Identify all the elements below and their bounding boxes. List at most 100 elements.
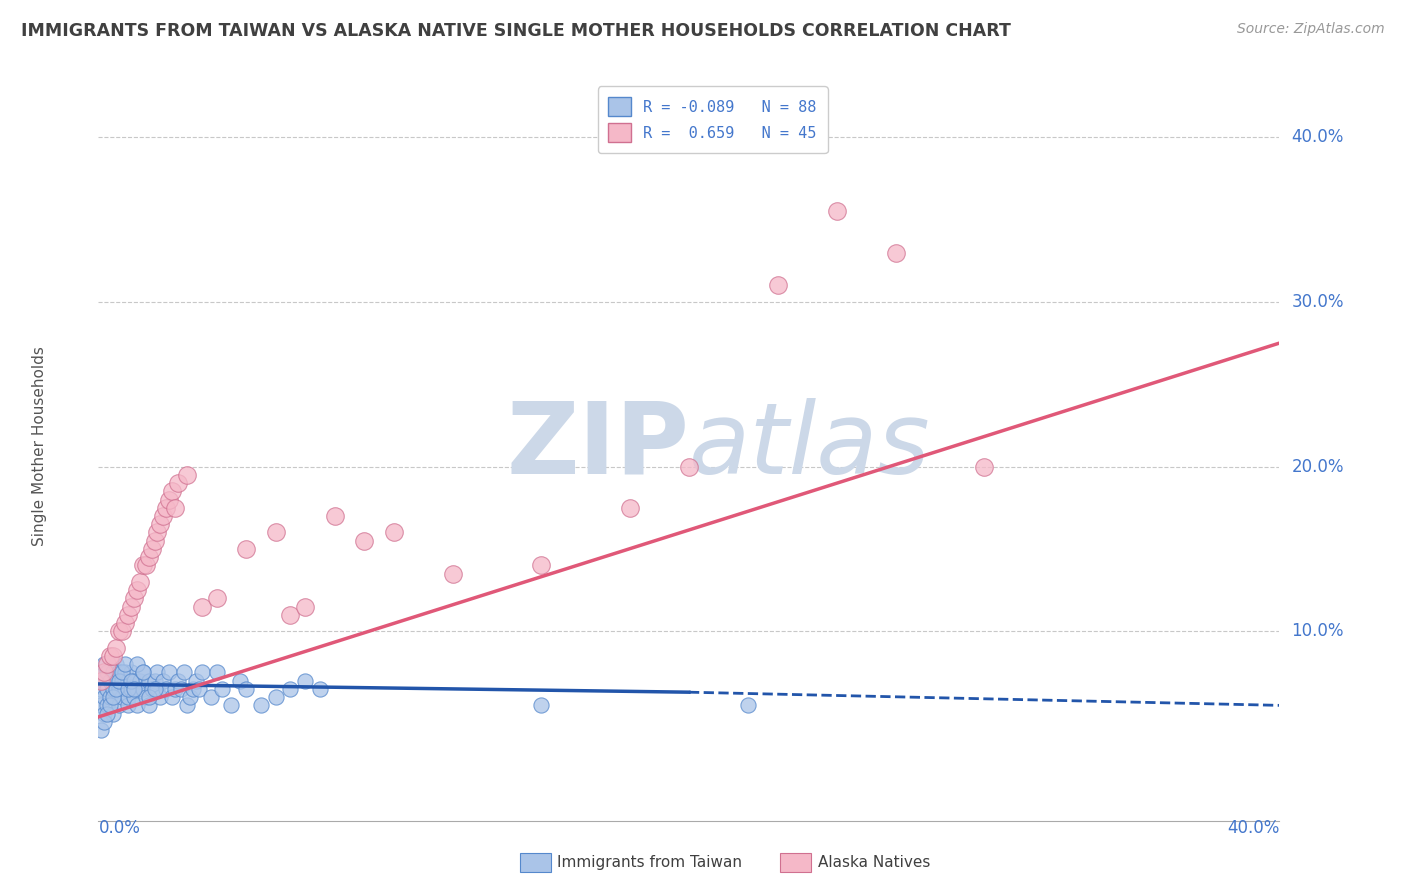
- Point: [128, 574, 150, 589]
- Point: [111, 673, 134, 688]
- Point: [96, 681, 118, 696]
- Text: atlas: atlas: [689, 398, 931, 494]
- Point: [205, 591, 228, 606]
- Point: [200, 690, 222, 705]
- Text: Immigrants from Taiwan: Immigrants from Taiwan: [557, 855, 742, 870]
- Point: [90, 723, 112, 737]
- Point: [96, 706, 118, 721]
- Point: [146, 681, 169, 696]
- Point: [93, 690, 115, 705]
- Point: [90, 673, 112, 688]
- Point: [173, 665, 195, 680]
- Point: [152, 673, 174, 688]
- Point: [143, 533, 166, 548]
- Point: [264, 525, 287, 540]
- Point: [170, 681, 193, 696]
- Text: 40.0%: 40.0%: [1227, 819, 1279, 837]
- Point: [117, 698, 139, 713]
- Point: [120, 681, 142, 696]
- Point: [184, 673, 207, 688]
- Point: [135, 690, 157, 705]
- Point: [211, 681, 233, 696]
- Point: [229, 673, 252, 688]
- Text: IMMIGRANTS FROM TAIWAN VS ALASKA NATIVE SINGLE MOTHER HOUSEHOLDS CORRELATION CHA: IMMIGRANTS FROM TAIWAN VS ALASKA NATIVE …: [21, 22, 1011, 40]
- Point: [149, 690, 172, 705]
- Point: [105, 673, 128, 688]
- Point: [167, 673, 190, 688]
- Point: [165, 500, 187, 515]
- Point: [122, 591, 145, 606]
- Point: [108, 698, 131, 713]
- Point: [157, 665, 180, 680]
- Point: [132, 558, 155, 573]
- Text: 20.0%: 20.0%: [1291, 458, 1344, 475]
- Point: [122, 673, 145, 688]
- Point: [117, 607, 139, 622]
- Point: [103, 706, 125, 721]
- Point: [132, 665, 155, 680]
- Text: Single Mother Households: Single Mother Households: [32, 346, 46, 546]
- Point: [111, 665, 134, 680]
- Point: [96, 665, 118, 680]
- Point: [149, 517, 172, 532]
- Point: [141, 541, 163, 556]
- Point: [103, 648, 125, 663]
- Point: [152, 508, 174, 523]
- Point: [205, 665, 228, 680]
- Point: [117, 690, 139, 705]
- Point: [108, 665, 131, 680]
- Point: [120, 673, 142, 688]
- Point: [93, 706, 115, 721]
- Point: [181, 681, 204, 696]
- Text: Alaska Natives: Alaska Natives: [818, 855, 931, 870]
- Point: [165, 681, 187, 696]
- Point: [187, 681, 209, 696]
- Point: [98, 690, 121, 705]
- Point: [103, 665, 125, 680]
- Point: [89, 681, 111, 696]
- Point: [382, 525, 405, 540]
- Point: [441, 566, 464, 581]
- Point: [135, 558, 157, 573]
- Point: [105, 640, 128, 655]
- Text: 0.0%: 0.0%: [98, 819, 141, 837]
- Point: [128, 673, 150, 688]
- Point: [294, 599, 316, 614]
- Point: [143, 673, 166, 688]
- Point: [323, 508, 346, 523]
- Point: [120, 665, 142, 680]
- Point: [235, 541, 257, 556]
- Point: [973, 459, 995, 474]
- Point: [90, 698, 112, 713]
- Point: [176, 467, 198, 482]
- Point: [93, 665, 115, 680]
- Point: [766, 278, 789, 293]
- Point: [132, 681, 155, 696]
- Text: ZIP: ZIP: [506, 398, 689, 494]
- Point: [98, 648, 121, 663]
- Text: 40.0%: 40.0%: [1291, 128, 1344, 146]
- Point: [108, 681, 131, 696]
- Point: [530, 698, 553, 713]
- Text: Source: ZipAtlas.com: Source: ZipAtlas.com: [1237, 22, 1385, 37]
- Point: [191, 665, 214, 680]
- Point: [191, 599, 214, 614]
- Point: [93, 714, 115, 729]
- Point: [146, 665, 169, 680]
- Point: [108, 624, 131, 639]
- Point: [93, 657, 115, 672]
- Point: [264, 690, 287, 705]
- Point: [120, 599, 142, 614]
- Point: [98, 673, 121, 688]
- Legend: R = -0.089   N = 88, R =  0.659   N = 45: R = -0.089 N = 88, R = 0.659 N = 45: [598, 87, 828, 153]
- Point: [825, 204, 848, 219]
- Point: [117, 681, 139, 696]
- Point: [114, 615, 136, 630]
- Point: [111, 624, 134, 639]
- Point: [530, 558, 553, 573]
- Point: [146, 525, 169, 540]
- Point: [250, 698, 273, 713]
- Point: [143, 681, 166, 696]
- Point: [309, 681, 332, 696]
- Point: [280, 681, 302, 696]
